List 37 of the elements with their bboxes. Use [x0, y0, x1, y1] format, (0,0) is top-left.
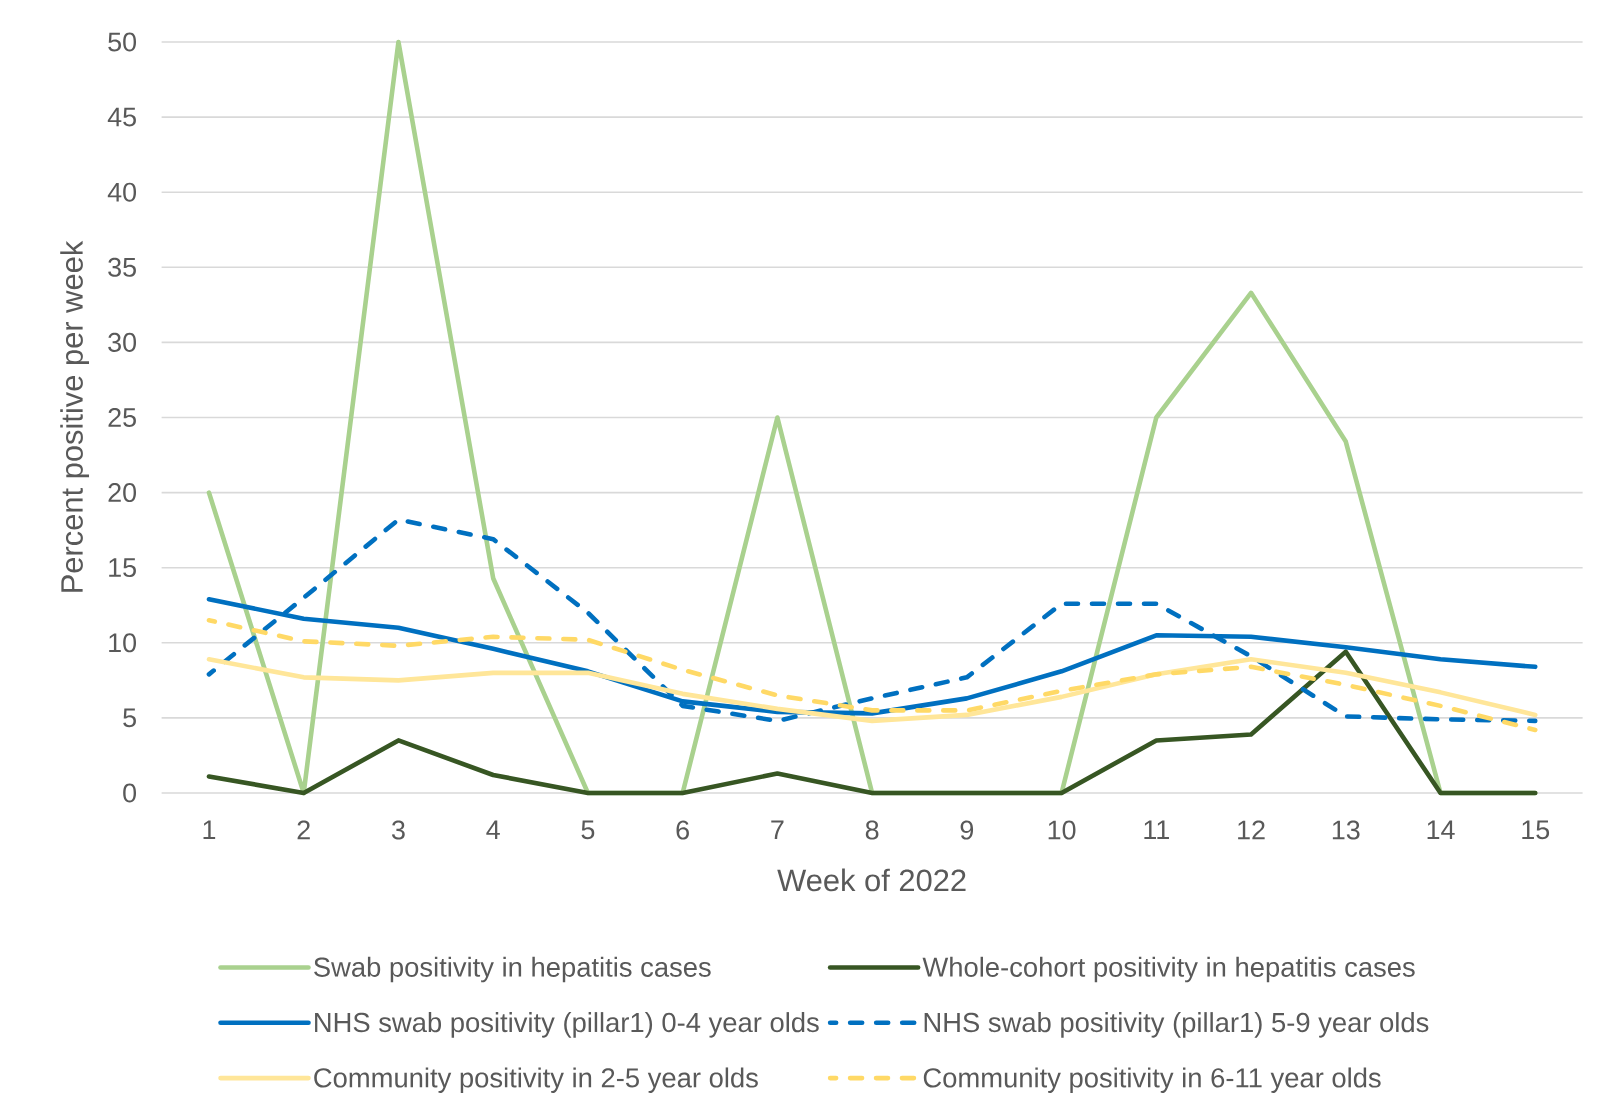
x-axis-title: Week of 2022: [777, 868, 966, 892]
y-tick-label: 5: [123, 708, 136, 728]
y-tick-label: 40: [107, 182, 137, 202]
y-tick-label: 35: [108, 257, 136, 277]
x-tick-label: 6: [676, 820, 689, 840]
x-tick-label: 2: [297, 820, 310, 840]
x-tick-label: 11: [1144, 820, 1169, 840]
legend-label: Community positivity in 2-5 year olds: [314, 1067, 758, 1093]
y-tick-label: 50: [108, 32, 137, 52]
x-tick-label: 5: [581, 820, 595, 840]
x-tick-label: 3: [391, 820, 405, 840]
x-tick-label: 15: [1522, 820, 1550, 840]
y-axis-title: Percent positive per week: [60, 240, 90, 592]
y-tick-label: 45: [107, 107, 136, 127]
x-tick-label: 14: [1427, 820, 1455, 840]
x-tick-label: 9: [960, 820, 974, 840]
x-tick-label: 7: [771, 820, 784, 840]
y-tick-label: 10: [109, 633, 137, 653]
y-tick-label: 0: [123, 783, 137, 803]
x-tick-label: 8: [865, 820, 879, 840]
legend-label: NHS swab positivity (pillar1) 5-9 year olds: [924, 1012, 1429, 1038]
line-series: [206, 517, 1538, 724]
legend-label: NHS swab positivity (pillar1) 0-4 year olds: [315, 1012, 819, 1038]
line-series: [206, 657, 1538, 724]
y-tick-label: 20: [108, 483, 137, 503]
line-series: [206, 617, 1538, 733]
x-tick-label: 10: [1048, 820, 1076, 840]
legend-label: Community positivity in 6-11 year olds: [923, 1067, 1381, 1093]
x-tick-label: 4: [486, 820, 500, 840]
legend-label: Whole-cohort positivity in hepatitis cases: [922, 956, 1415, 983]
y-tick-label: 25: [108, 407, 136, 428]
y-tick-label: 15: [109, 558, 136, 578]
legend-label: Swab positivity in hepatitis cases: [314, 956, 711, 983]
y-tick-label: 30: [108, 332, 137, 352]
x-tick-label: 1: [203, 820, 216, 840]
x-tick-label: 13: [1332, 820, 1360, 840]
x-tick-label: 12: [1238, 820, 1265, 840]
